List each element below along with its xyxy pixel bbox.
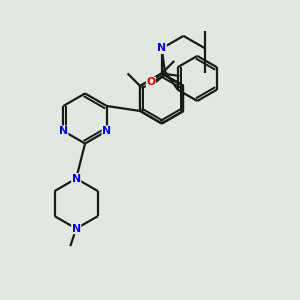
Text: N: N — [72, 174, 81, 184]
Text: N: N — [59, 126, 68, 136]
Text: N: N — [72, 224, 81, 234]
Text: N: N — [157, 44, 166, 53]
Text: O: O — [146, 77, 155, 87]
Text: N: N — [102, 126, 111, 136]
